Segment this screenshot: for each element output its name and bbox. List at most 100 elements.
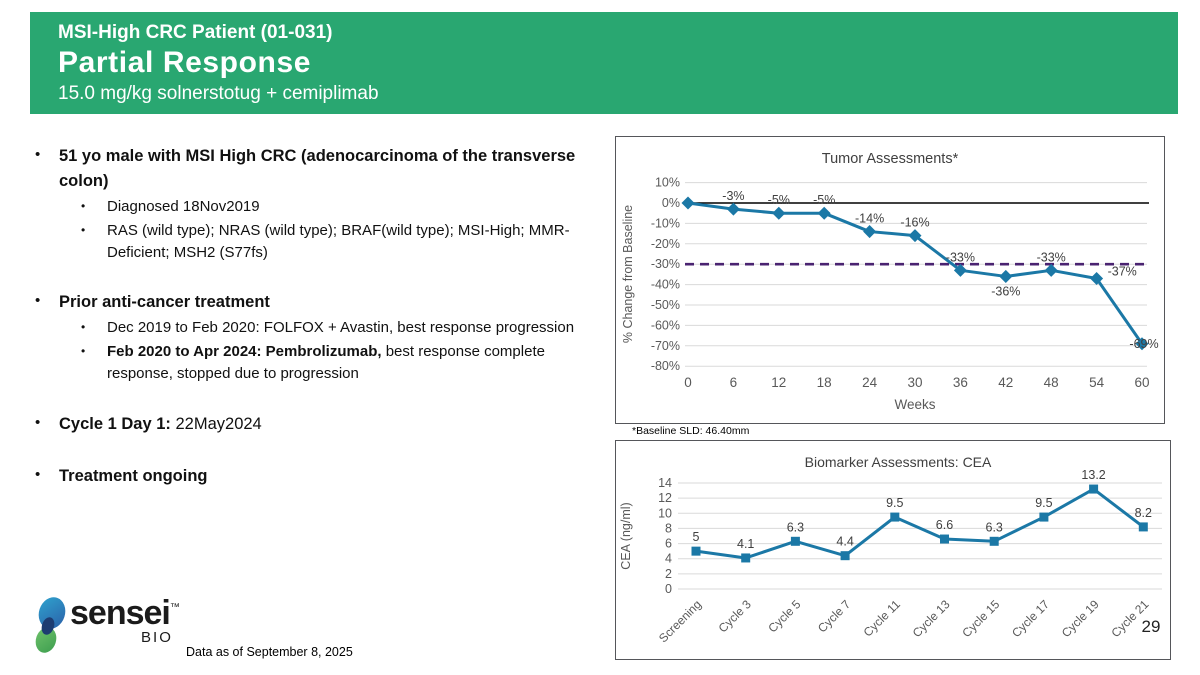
square-marker bbox=[890, 512, 900, 522]
y-tick-label: -80% bbox=[651, 359, 680, 373]
y-tick-label: 0 bbox=[665, 582, 672, 596]
diamond-marker bbox=[772, 206, 786, 220]
bullet-marker: • bbox=[35, 465, 41, 483]
x-tick-label: 36 bbox=[953, 375, 968, 390]
bullet-marker: • bbox=[81, 320, 86, 335]
data-label: 4.1 bbox=[737, 537, 754, 551]
data-label: -3% bbox=[722, 189, 744, 203]
y-tick-label: 14 bbox=[658, 476, 672, 490]
diamond-marker bbox=[681, 196, 695, 210]
y-axis-title: % Change from Baseline bbox=[621, 205, 635, 343]
data-label: -69% bbox=[1129, 337, 1158, 351]
bullet-marker: • bbox=[35, 413, 41, 431]
diamond-marker bbox=[908, 229, 922, 243]
y-axis-title: CEA (ng/ml) bbox=[619, 502, 633, 569]
x-tick-label: Cycle 17 bbox=[1009, 597, 1052, 640]
x-tick-label: 18 bbox=[817, 375, 832, 390]
bullet-item: • Cycle 1 Day 1: 22May2024 bbox=[35, 412, 613, 437]
y-tick-label: 10% bbox=[655, 176, 680, 190]
y-tick-label: 2 bbox=[665, 567, 672, 581]
bullet-marker: • bbox=[81, 199, 86, 214]
patient-info-bullets: • 51 yo male with MSI High CRC (adenocarc… bbox=[35, 144, 613, 489]
bullet-text: Treatment ongoing bbox=[59, 466, 208, 485]
brand-wordmark: sensei™ BIO bbox=[70, 594, 180, 645]
x-tick-label: 24 bbox=[862, 375, 878, 390]
x-tick-label: Cycle 19 bbox=[1059, 597, 1102, 640]
brand-name: sensei™ bbox=[70, 594, 180, 632]
bullet-text: Cycle 1 Day 1: 22May2024 bbox=[59, 414, 262, 433]
y-tick-label: 0% bbox=[662, 196, 680, 210]
bullet-item: • Treatment ongoing bbox=[35, 464, 613, 489]
data-label: -16% bbox=[900, 216, 929, 230]
data-label: -36% bbox=[991, 284, 1020, 298]
y-tick-label: -60% bbox=[651, 318, 680, 332]
x-tick-label: Cycle 3 bbox=[716, 597, 754, 635]
y-tick-label: -10% bbox=[651, 216, 680, 230]
x-tick-label: 48 bbox=[1044, 375, 1059, 390]
bullet-item: • Feb 2020 to Apr 2024: Pembrolizumab, be… bbox=[81, 341, 613, 385]
tumor-assessments-chart: Tumor Assessments* 10% 0% -10% -20% -30% -40% -… bbox=[621, 151, 1159, 412]
data-label: -33% bbox=[946, 250, 975, 264]
tumor-assessments-chart-box: Tumor Assessments* 10% 0% -10% -20% -30% -40% -… bbox=[615, 136, 1165, 424]
x-tick-label: Cycle 7 bbox=[815, 597, 853, 635]
data-label: 6.6 bbox=[936, 518, 953, 532]
x-tick-label: 12 bbox=[771, 375, 786, 390]
square-marker bbox=[989, 536, 999, 546]
data-label: 8.2 bbox=[1135, 506, 1152, 520]
bullet-marker: • bbox=[81, 344, 86, 359]
brand-sub-label: BIO bbox=[141, 629, 173, 647]
data-label: 9.5 bbox=[886, 496, 903, 510]
data-label: -5% bbox=[768, 193, 790, 207]
x-tick-label: Cycle 5 bbox=[765, 597, 803, 635]
bullet-text: 51 yo male with MSI High CRC (adenocarci… bbox=[59, 147, 576, 191]
trademark-symbol: ™ bbox=[169, 602, 180, 613]
bullet-item: • RAS (wild type); NRAS (wild type); BRAF… bbox=[81, 220, 613, 264]
data-label: 6.3 bbox=[986, 520, 1003, 534]
y-tick-label: -30% bbox=[651, 257, 680, 271]
bullet-marker: • bbox=[35, 146, 41, 163]
y-tick-label: -50% bbox=[651, 298, 680, 312]
bullet-marker: • bbox=[35, 292, 41, 310]
square-marker bbox=[1039, 512, 1049, 522]
x-tick-label: 60 bbox=[1134, 375, 1149, 390]
y-tick-label: 8 bbox=[665, 521, 672, 535]
data-as-of-note: Data as of September 8, 2025 bbox=[186, 645, 353, 659]
bullet-text: Prior anti-cancer treatment bbox=[59, 293, 270, 312]
dose-subtitle: 15.0 mg/kg solnerstotug + cemiplimab bbox=[58, 83, 379, 105]
data-label: -14% bbox=[855, 212, 884, 226]
data-label: 4.4 bbox=[836, 535, 853, 549]
page-number: 29 bbox=[1141, 617, 1161, 636]
square-marker bbox=[790, 536, 800, 546]
x-tick-label: Cycle 13 bbox=[910, 597, 953, 640]
data-label: 5 bbox=[693, 530, 700, 544]
bullet-text: Diagnosed 18Nov2019 bbox=[107, 198, 260, 216]
x-tick-label: 0 bbox=[684, 375, 692, 390]
y-tick-label: -40% bbox=[651, 278, 680, 292]
x-tick-label: 30 bbox=[907, 375, 922, 390]
bullet-item: • Prior anti-cancer treatment bbox=[35, 290, 613, 315]
diamond-marker bbox=[1044, 263, 1058, 277]
sensei-leaf-icon bbox=[35, 597, 66, 653]
data-label: -5% bbox=[813, 193, 835, 207]
bullet-item: • Diagnosed 18Nov2019 bbox=[81, 196, 613, 218]
x-tick-label: 54 bbox=[1089, 375, 1105, 390]
square-marker bbox=[741, 553, 751, 563]
square-marker bbox=[1089, 484, 1099, 494]
square-marker bbox=[691, 546, 701, 556]
baseline-sld-footnote: *Baseline SLD: 46.40mm bbox=[632, 425, 750, 437]
diamond-marker bbox=[726, 202, 740, 216]
y-tick-label: 12 bbox=[658, 491, 672, 505]
cea-chart-box: Biomarker Assessments: CEA 0 2 4 6 8 10 12 14 5 4.… bbox=[615, 440, 1171, 660]
x-tick-label: Cycle 11 bbox=[861, 597, 904, 640]
cea-series-line bbox=[695, 487, 1145, 560]
bullet-text: RAS (wild type); NRAS (wild type); BRAF(… bbox=[107, 221, 570, 261]
bullet-item: • Dec 2019 to Feb 2020: FOLFOX + Avastin,… bbox=[81, 317, 613, 339]
chart-title: Tumor Assessments* bbox=[822, 151, 959, 167]
x-tick-label: Screening bbox=[656, 597, 704, 645]
square-marker bbox=[840, 551, 850, 561]
bullet-text: Dec 2019 to Feb 2020: FOLFOX + Avastin, … bbox=[107, 319, 575, 337]
diamond-marker bbox=[863, 225, 877, 239]
x-tick-label: 6 bbox=[730, 375, 738, 390]
diamond-marker bbox=[817, 206, 831, 220]
